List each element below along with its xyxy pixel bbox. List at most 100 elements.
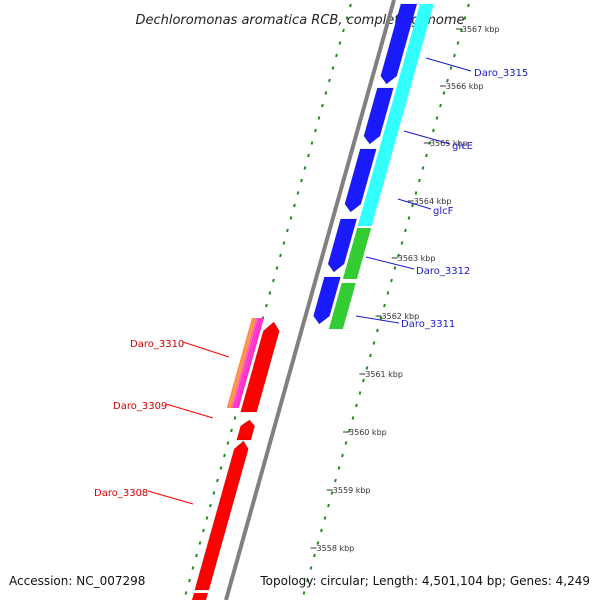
label-leader-line: [355, 315, 400, 324]
gene-track: [192, 3, 418, 600]
track-dot: [376, 328, 379, 333]
track-dot: [411, 203, 414, 208]
track-dot: [337, 466, 341, 470]
track-dot: [296, 191, 300, 195]
gene-daro-3310-stripe: [230, 318, 258, 408]
track-dot: [320, 528, 323, 533]
feature-green-2: [342, 228, 372, 279]
track-dot: [289, 216, 293, 220]
track-dot: [307, 153, 310, 158]
tick-label: 3558 kbp: [317, 544, 355, 553]
track-dot: [463, 16, 467, 20]
gene-daro-3309: [240, 321, 280, 413]
tick-label: 3564 kbp: [414, 197, 452, 206]
gene-daro-3315-blue: [380, 3, 418, 85]
track-dot: [279, 253, 282, 258]
tick-label: 3559 kbp: [333, 486, 371, 495]
track-dot: [414, 191, 418, 195]
track-dot: [324, 91, 328, 95]
gene-daro-3308: [194, 440, 249, 591]
track-dot: [331, 66, 335, 70]
gene-daro-3312-blue: [327, 218, 358, 273]
track-dot: [467, 3, 470, 8]
track-dot: [302, 591, 306, 595]
gene-label: glcF: [433, 206, 454, 217]
track-dot: [275, 266, 279, 270]
gene-label: Daro_3310: [130, 339, 184, 350]
gene-label: Daro_3315: [474, 68, 528, 79]
track-dot: [286, 228, 289, 233]
track-dot: [233, 416, 237, 420]
track-dot: [300, 178, 303, 183]
gene-daro-3310-stripe: [232, 318, 260, 408]
track-dot: [365, 366, 369, 370]
track-dot: [265, 303, 268, 308]
track-dot: [428, 141, 432, 145]
label-leader-line: [147, 490, 194, 505]
label-leader-line: [403, 130, 451, 145]
label-leader-line: [397, 198, 432, 210]
track-dot: [282, 241, 286, 245]
track-dot: [425, 153, 428, 158]
gene-glcf-blue: [344, 148, 377, 213]
track-dot: [202, 528, 205, 533]
track-dot: [383, 303, 386, 308]
left-dotted-track: [184, 3, 352, 595]
tick-label: 3560 kbp: [349, 428, 387, 437]
track-dot: [303, 166, 307, 170]
gene-daro-3311-blue: [313, 276, 341, 325]
gene-daro-3310-stripe: [226, 318, 254, 408]
track-dot: [330, 491, 334, 495]
track-dot: [310, 141, 314, 145]
track-dot: [453, 53, 456, 58]
track-dot: [335, 53, 338, 58]
track-dot: [404, 228, 407, 233]
label-leader-line: [165, 403, 214, 419]
track-dot: [344, 441, 348, 445]
track-dot: [379, 316, 383, 320]
track-dot: [293, 203, 296, 208]
track-dot: [349, 3, 352, 8]
track-dot: [393, 266, 397, 270]
gene-labels: Daro_3308 Daro_3309 Daro_3310 Daro_3311 Daro…: [94, 68, 528, 499]
label-leader-line: [365, 256, 415, 270]
gene-bottom-stub: [192, 593, 208, 600]
track-dot: [188, 578, 191, 583]
track-dot: [449, 66, 453, 70]
track-dot: [191, 566, 195, 570]
track-dot: [407, 216, 411, 220]
track-dot: [327, 503, 330, 508]
track-dot: [198, 541, 202, 545]
track-dot: [313, 553, 316, 558]
tick-label: 3562 kbp: [382, 312, 420, 321]
gene-label: glcE: [452, 141, 473, 152]
feature-track: [226, 4, 434, 408]
tick-label: 3561 kbp: [365, 370, 403, 379]
track-dot: [317, 116, 321, 120]
track-dot: [358, 391, 362, 395]
track-dot: [226, 441, 230, 445]
track-dot: [316, 541, 320, 545]
track-dot: [432, 128, 435, 133]
gene-label: Daro_3311: [401, 319, 455, 330]
track-dot: [323, 516, 327, 520]
gene-label: Daro_3312: [416, 266, 470, 277]
track-dot: [268, 291, 272, 295]
track-dot: [442, 91, 446, 95]
track-dot: [223, 453, 226, 458]
track-dot: [439, 103, 442, 108]
track-dot: [328, 78, 331, 83]
track-dot: [321, 103, 324, 108]
label-leader-line: [425, 57, 472, 72]
accession-text: Accession: NC_007298: [9, 574, 146, 588]
track-dot: [314, 128, 317, 133]
genome-stats-text: Topology: circular; Length: 4,501,104 bp…: [260, 574, 590, 588]
track-dot: [272, 278, 275, 283]
backbone-line: [224, 0, 396, 600]
dotted-tracks: [184, 3, 470, 595]
track-dot: [400, 241, 404, 245]
gene-daro-3310-stripe: [228, 318, 256, 408]
track-dot: [456, 41, 460, 45]
track-dot: [435, 116, 439, 120]
